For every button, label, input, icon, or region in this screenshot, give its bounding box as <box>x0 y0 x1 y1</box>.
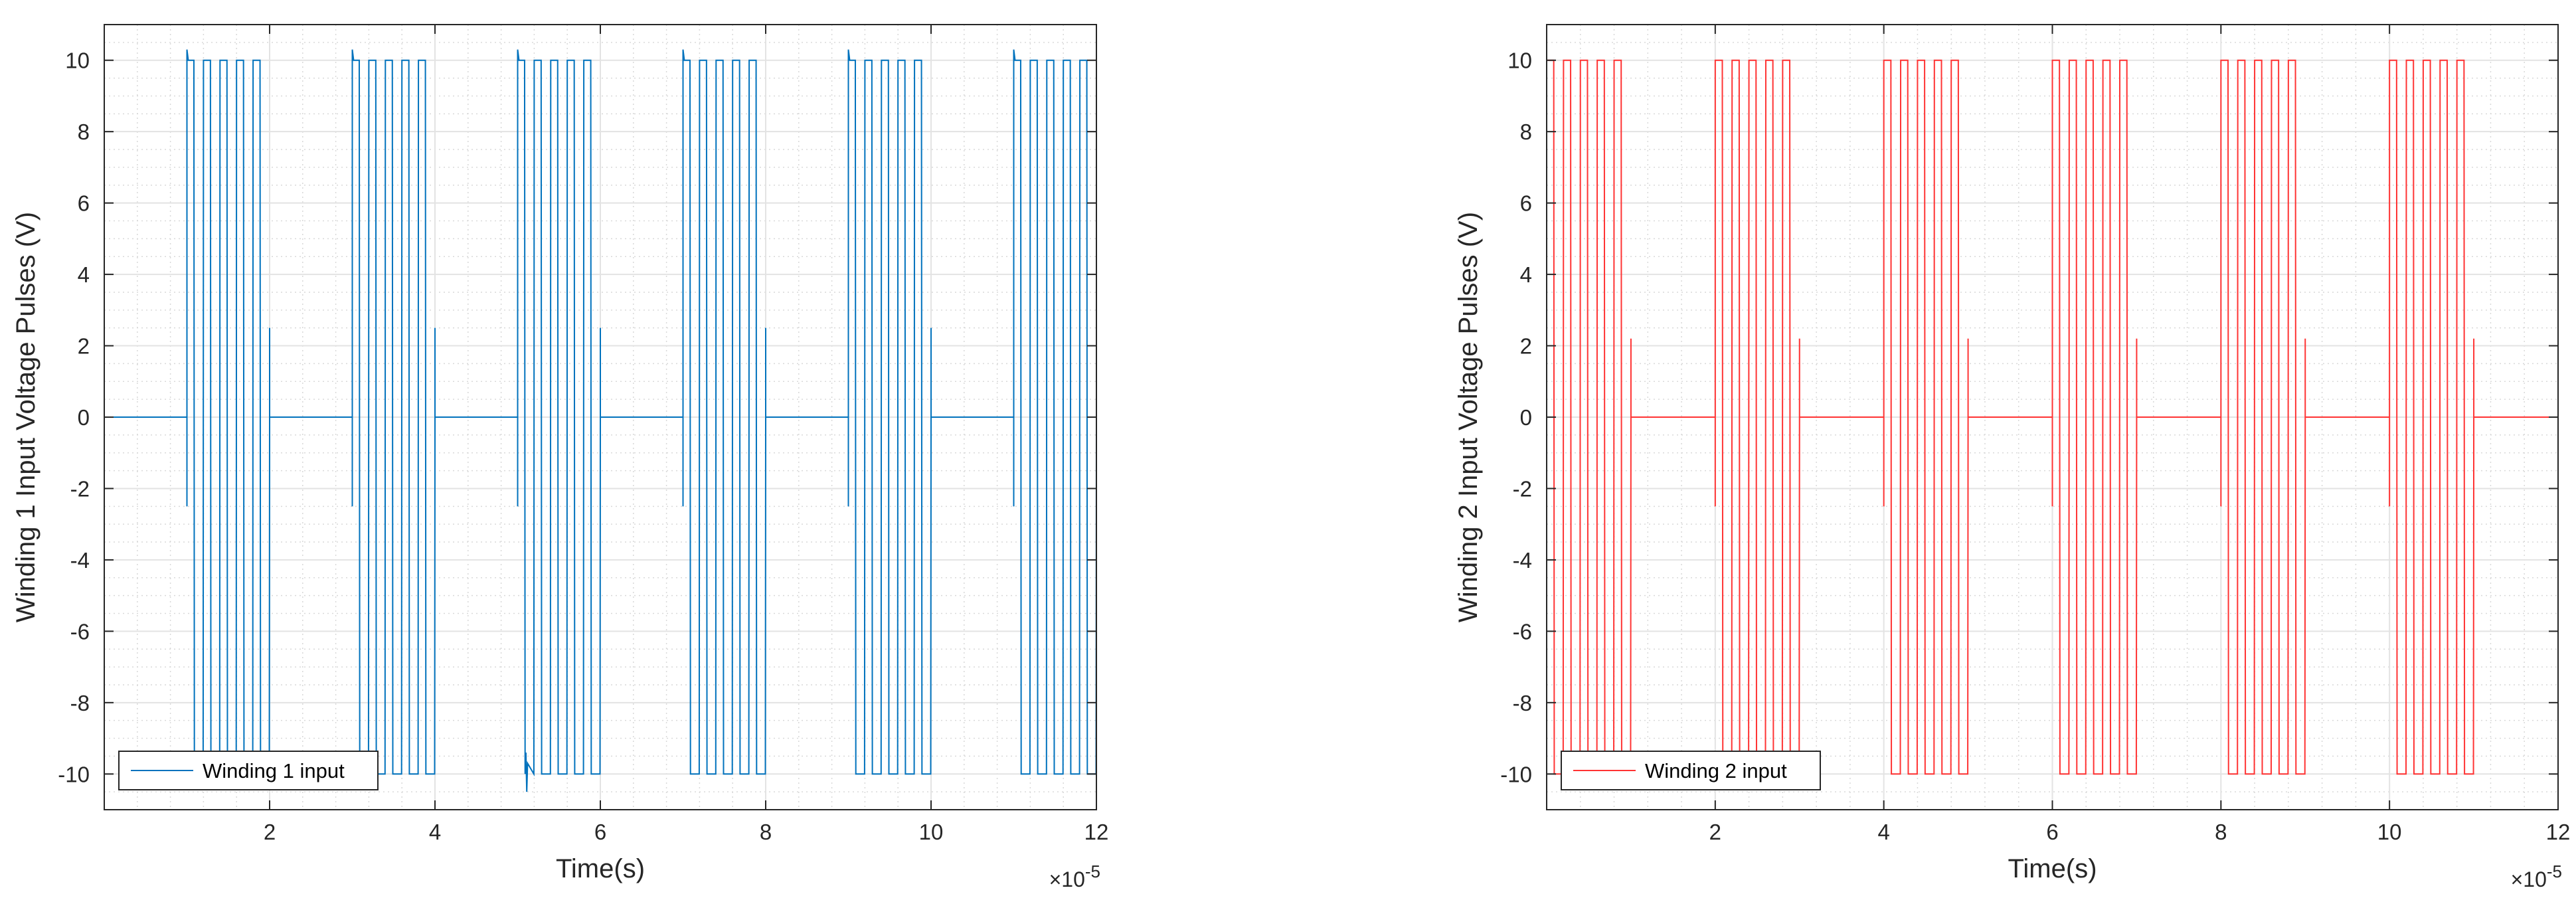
x-tick-label: 10 <box>2377 820 2402 844</box>
legend-label: Winding 2 input <box>1645 759 1787 782</box>
x-axis-label: Time(s) <box>2008 854 2097 883</box>
y-tick-label: -4 <box>1513 548 1532 573</box>
y-tick-label: -10 <box>1500 762 1532 786</box>
y-tick-label: 4 <box>1520 262 1532 287</box>
x-scale-exponent: -5 <box>1085 861 1100 881</box>
y-tick-label: 8 <box>78 120 90 144</box>
y-tick-label: 4 <box>78 262 90 287</box>
y-tick-label: -6 <box>70 619 90 644</box>
y-tick-label: -6 <box>1513 619 1532 644</box>
x-tick-label: 2 <box>1709 820 1721 844</box>
y-tick-label: 2 <box>78 334 90 359</box>
y-tick-label: 6 <box>78 191 90 216</box>
y-tick-labels: 10 8 6 4 2 0 -2 -4 -6 -8 -10 <box>58 48 90 787</box>
y-tick-label: 2 <box>1520 334 1532 359</box>
tick-marks <box>104 25 1097 810</box>
y-tick-label: -8 <box>1513 691 1532 715</box>
series-line-winding-1-input <box>104 49 1097 792</box>
y-tick-label: 6 <box>1520 191 1532 216</box>
y-axis-label: Winding 1 Input Voltage Pulses (V) <box>11 212 41 622</box>
x-tick-label: 4 <box>1877 820 1889 844</box>
y-tick-label: 0 <box>1520 405 1532 430</box>
chart-winding-1: 2 4 6 8 10 12 10 8 6 4 2 0 -2 -4 -6 -8 -10 Time(s) Wind… <box>11 24 1109 891</box>
x-tick-label: 8 <box>2215 820 2227 844</box>
x-scale-base: ×10 <box>2511 867 2547 891</box>
tick-marks <box>1547 25 2559 810</box>
y-tick-label: -8 <box>70 691 90 715</box>
x-tick-label: 12 <box>2546 820 2571 844</box>
x-tick-label: 2 <box>264 820 276 844</box>
legend-label: Winding 1 input <box>203 759 345 782</box>
chart-winding-2: 2 4 6 8 10 12 10 8 6 4 2 0 -2 -4 -6 -8 -10 Time(s) Wind… <box>1454 24 2571 891</box>
series-line-winding-2-input <box>1546 59 2558 775</box>
x-tick-label: 6 <box>2046 820 2058 844</box>
x-tick-label: 4 <box>429 820 441 844</box>
y-tick-label: -2 <box>1513 476 1532 501</box>
x-tick-label: 8 <box>760 820 772 844</box>
y-tick-label: 10 <box>65 48 90 73</box>
x-scale-factor: ×10-5 <box>1049 861 1100 891</box>
x-tick-labels: 2 4 6 8 10 12 <box>264 820 1109 844</box>
x-axis-label: Time(s) <box>556 854 645 883</box>
y-tick-label: 8 <box>1520 120 1532 144</box>
x-tick-labels: 2 4 6 8 10 12 <box>1709 820 2571 844</box>
x-scale-factor: ×10-5 <box>2511 861 2562 891</box>
y-tick-label: -10 <box>58 762 90 786</box>
legend: Winding 1 input <box>118 751 379 790</box>
y-axis-label: Winding 2 Input Voltage Pulses (V) <box>1454 212 1483 622</box>
y-tick-labels: 10 8 6 4 2 0 -2 -4 -6 -8 -10 <box>1500 48 1532 787</box>
legend: Winding 2 input <box>1561 751 1821 790</box>
x-tick-label: 6 <box>594 820 606 844</box>
x-tick-label: 10 <box>919 820 944 844</box>
y-tick-label: -2 <box>70 476 90 501</box>
x-scale-exponent: -5 <box>2547 861 2562 881</box>
x-tick-label: 12 <box>1084 820 1109 844</box>
x-scale-base: ×10 <box>1049 867 1085 891</box>
y-tick-label: 10 <box>1507 48 1532 73</box>
y-tick-label: 0 <box>78 405 90 430</box>
y-tick-label: -4 <box>70 548 90 573</box>
